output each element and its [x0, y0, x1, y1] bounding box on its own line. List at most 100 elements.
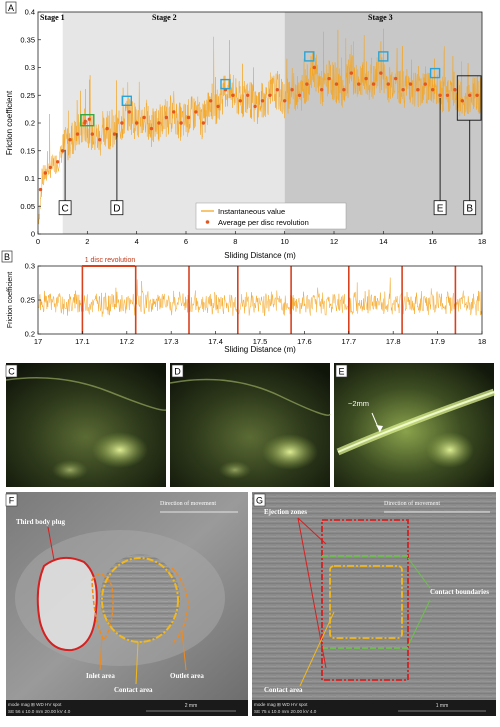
stage-1-region	[38, 12, 63, 234]
average-point	[61, 149, 65, 153]
x-tick-label: 12	[330, 237, 338, 246]
panel-d: D	[169, 363, 331, 487]
average-point	[253, 104, 257, 109]
panel-b-y-axis-label: Friction coefficient	[7, 272, 14, 328]
x-tick-label: 18	[478, 337, 486, 346]
ejection-zone-outline	[321, 519, 409, 681]
average-point	[394, 76, 398, 81]
annotation-box	[463, 200, 477, 216]
average-point	[297, 93, 302, 98]
y-tick-label: 0.05	[20, 202, 35, 211]
panel-f-scale-label: 2 mm	[185, 703, 198, 709]
average-point	[164, 115, 168, 120]
panel-e-scale-arrow	[376, 425, 383, 432]
average-point	[386, 82, 390, 86]
boundary-pointer-2	[407, 599, 431, 647]
average-point	[408, 82, 413, 86]
highlight-box-green	[80, 113, 95, 127]
panel-g-scale-label: 1 mm	[436, 703, 449, 709]
annotation-label: D	[113, 204, 120, 215]
panel-g-letter-box	[253, 493, 266, 507]
average-point	[172, 110, 176, 114]
instantaneous-series	[38, 28, 482, 225]
average-point	[105, 126, 109, 131]
panel-f-letter-box	[5, 493, 18, 507]
stage-2-label: Stage 2	[152, 13, 177, 22]
legend: Instantaneous value Average per disc rev…	[195, 202, 347, 230]
x-tick-label: 17.2	[119, 337, 134, 346]
y-tick-label: 0.15	[20, 146, 35, 155]
panel-e-letter: E	[338, 367, 344, 377]
annotation-label: E	[437, 204, 444, 215]
average-point	[112, 132, 117, 136]
annotation-box	[433, 200, 447, 216]
panel-c-glow	[92, 432, 148, 468]
y-axis-label: Friction coefficient	[5, 90, 14, 155]
average-point	[157, 121, 161, 125]
highlight-box-blue	[220, 78, 231, 90]
panel-d-letter-box	[171, 364, 184, 378]
third-body-plug-label: Third body plug	[16, 518, 66, 526]
panel-g-sem-databar	[252, 700, 496, 716]
contact-area-label: Contact area	[114, 686, 153, 694]
panel-g-direction-label: Direction of movement	[384, 500, 440, 507]
average-point	[38, 187, 43, 192]
panel-f-contact-texture	[100, 554, 180, 642]
contact-boundaries-label: Contact boundaries	[430, 588, 489, 596]
panel-e-letter-box	[335, 364, 348, 378]
panel-b-letter-box	[1, 250, 13, 263]
panel-e-scale-label: ~2mm	[348, 399, 369, 408]
panel-e-wear-track-core	[337, 391, 495, 453]
x-tick-label: 10	[280, 237, 288, 246]
average-point	[349, 71, 353, 75]
average-point	[75, 132, 80, 136]
highlight-box-blue	[429, 67, 441, 79]
highlight-box-blue	[304, 51, 315, 62]
panel-b-x-axis-label: Sliding Distance (m)	[224, 345, 296, 354]
ejection-pointer-1	[297, 517, 327, 545]
panel-c-letter-box	[5, 364, 18, 378]
average-point	[149, 126, 154, 131]
panel-a-letter-box	[5, 1, 17, 14]
y-tick-label: 0.4	[25, 8, 35, 17]
average-point	[312, 65, 316, 70]
stage-2-region	[62, 12, 285, 234]
x-tick-label: 17.5	[253, 337, 268, 346]
y-tick-label: 0.25	[20, 296, 35, 305]
panel-d-letter: D	[174, 367, 181, 377]
inlet-area-outline	[91, 573, 114, 642]
panel-c-contact-edge	[5, 376, 167, 411]
x-tick-label: 2	[85, 237, 89, 246]
revolution-annotation: 1 disc revolution	[85, 257, 136, 264]
annotation-label: C	[61, 204, 68, 215]
average-series	[38, 65, 479, 192]
zoom-region-box	[456, 75, 482, 121]
x-axis-label: Sliding Distance (m)	[224, 251, 296, 260]
x-tick-label: 17	[34, 337, 42, 346]
x-tick-label: 17.9	[430, 337, 445, 346]
legend-average-label: Average per disc revolution	[218, 218, 309, 227]
highlighted-point	[87, 117, 91, 121]
average-point	[431, 88, 435, 92]
average-point	[475, 93, 479, 98]
average-point	[56, 160, 60, 164]
average-point	[98, 138, 102, 142]
third-body-plug-pointer	[47, 526, 55, 561]
average-point	[231, 93, 235, 98]
x-tick-label: 17.8	[386, 337, 401, 346]
inlet-area-label: Inlet area	[86, 672, 115, 680]
panel-g: Direction of movement Ejection zones Con…	[252, 492, 496, 716]
panel-a-letter: A	[8, 3, 14, 13]
panel-b: 17 17.1 17.2 17.3 17.4 17.5 17.6 17.7 17.8 17.9 18…	[7, 257, 486, 354]
revolution-marks	[81, 266, 457, 334]
panel-f-sem-header: mode mag ⊞ WD HV spot	[8, 702, 62, 707]
average-point	[179, 121, 183, 125]
y-tick-label: 0.35	[20, 35, 35, 44]
average-point	[334, 82, 339, 86]
y-tick-label: 0.2	[25, 330, 35, 339]
panel-f-plug-material	[37, 557, 97, 651]
average-point	[246, 93, 250, 98]
average-point	[357, 82, 361, 86]
average-point	[48, 165, 52, 170]
